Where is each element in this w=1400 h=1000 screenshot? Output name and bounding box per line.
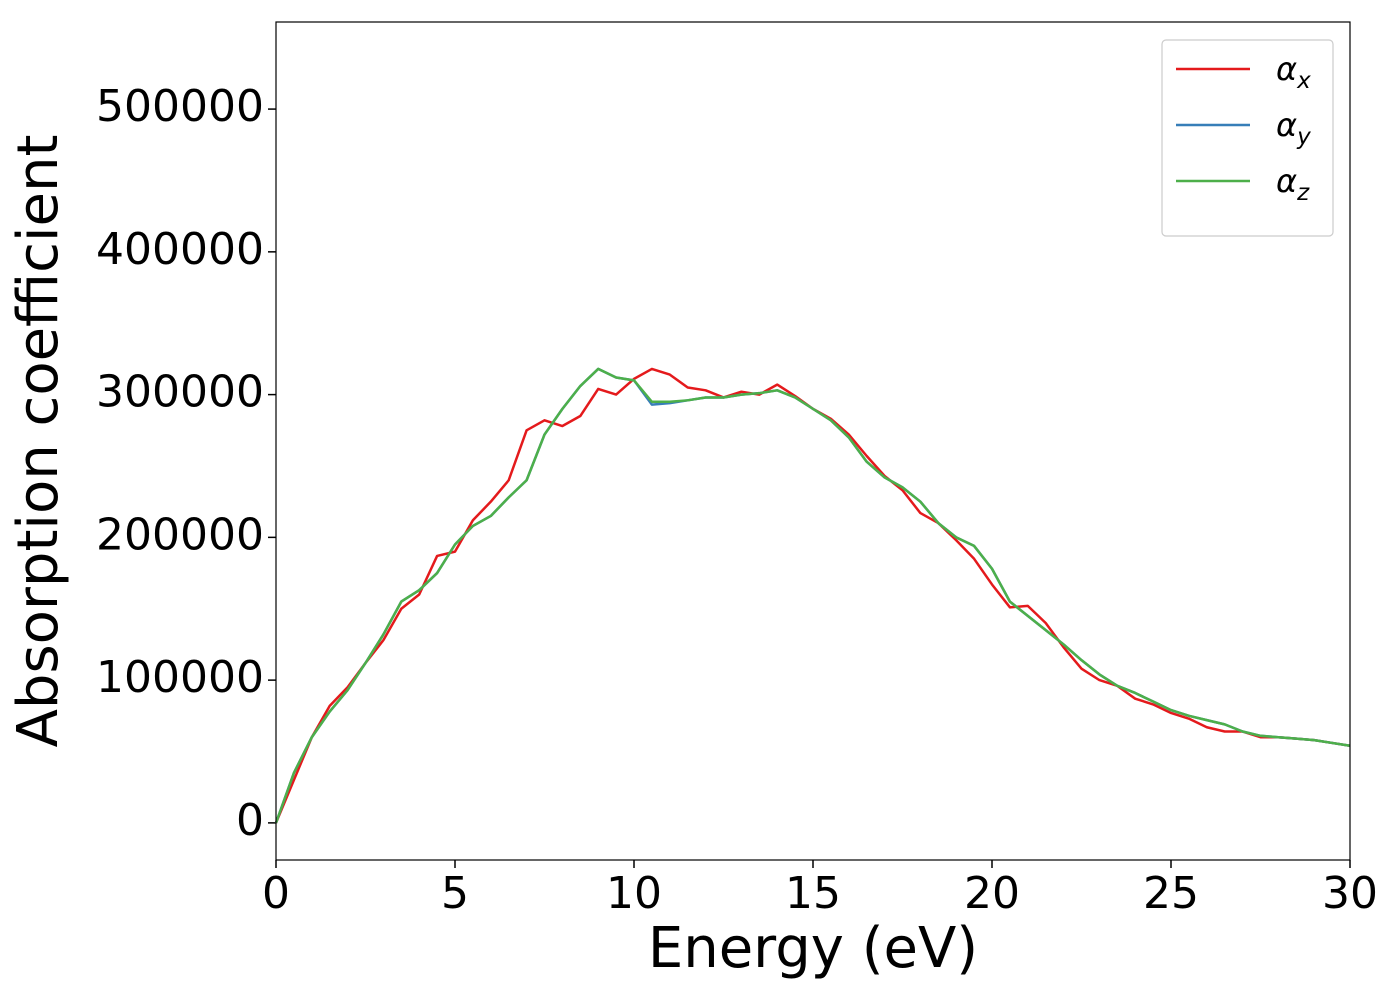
x-axis-label: Energy (eV) [648,916,978,981]
x-tick-label: 5 [441,868,469,919]
y-tick-label: 500000 [96,81,264,132]
x-tick-label: 15 [785,868,841,919]
plot-frame [275,21,1351,861]
data-line [274,367,1351,824]
legend-label: αy [1276,106,1311,150]
x-tick-label: 25 [1143,868,1199,919]
legend-label: αx [1276,50,1311,94]
x-tick-label: 20 [964,868,1020,919]
x-tick-label: 30 [1322,868,1378,919]
legend-label: αz [1276,162,1310,206]
y-tick-label: 300000 [96,367,264,418]
data-line [274,367,1351,824]
y-tick-label: 200000 [96,509,264,560]
y-tick-label: 0 [236,795,264,846]
x-tick-label: 10 [606,868,662,919]
y-axis-label: Absorption coefficient [6,135,71,748]
y-tick-label: 100000 [96,652,264,703]
data-line [274,367,1351,824]
legend-box [1161,39,1334,237]
x-tick-label: 0 [262,868,290,919]
y-tick-label: 400000 [96,224,264,275]
